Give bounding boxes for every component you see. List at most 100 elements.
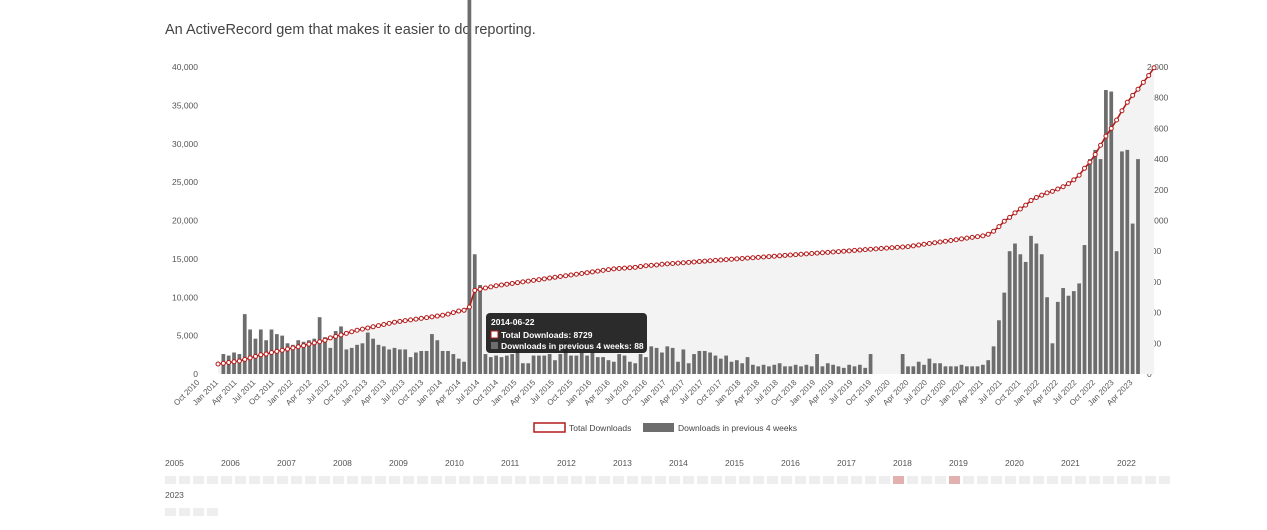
line-point[interactable] [889, 245, 895, 251]
bar[interactable] [365, 332, 370, 374]
line-point[interactable] [611, 266, 617, 272]
timeline-year-label[interactable]: 2019 [949, 458, 968, 468]
timeline-month-cell[interactable] [837, 476, 848, 484]
line-point[interactable] [905, 244, 911, 250]
timeline-month-cell[interactable] [1019, 476, 1030, 484]
bar[interactable] [724, 355, 729, 374]
line-point[interactable] [1071, 177, 1077, 183]
bar[interactable] [959, 364, 964, 374]
bar[interactable] [756, 366, 761, 374]
bar[interactable] [553, 360, 557, 374]
bar[interactable] [595, 357, 600, 374]
line-point[interactable] [285, 346, 291, 352]
bar[interactable] [392, 347, 397, 374]
bar[interactable] [772, 364, 777, 374]
line-point[interactable] [600, 267, 606, 273]
line-point[interactable] [472, 287, 478, 293]
bar[interactable] [964, 366, 969, 374]
line-point[interactable] [295, 344, 301, 350]
timeline-month-cell[interactable] [1103, 476, 1114, 484]
timeline-year-label[interactable]: 2015 [725, 458, 744, 468]
timeline-month-cell[interactable] [333, 476, 344, 484]
timeline-month-cell[interactable] [627, 476, 638, 484]
bar[interactable] [938, 363, 942, 374]
bar[interactable] [991, 346, 996, 374]
timeline-year-label[interactable]: 2020 [1005, 458, 1024, 468]
bar[interactable] [1077, 283, 1082, 374]
bar[interactable] [627, 361, 632, 374]
line-point[interactable] [440, 312, 446, 318]
bar[interactable] [585, 355, 589, 374]
bar[interactable] [328, 347, 333, 374]
line-point[interactable] [274, 348, 280, 354]
legend-label-recent[interactable]: Downloads in previous 4 weeks [678, 423, 797, 433]
timeline-year-label[interactable]: 2017 [837, 458, 856, 468]
bar[interactable] [285, 343, 290, 374]
bar[interactable] [654, 347, 659, 374]
line-point[interactable] [311, 340, 317, 346]
line-point[interactable] [894, 244, 900, 250]
line-point[interactable] [236, 358, 242, 364]
timeline-month-cell[interactable] [347, 476, 358, 484]
timeline-month-cell[interactable] [249, 476, 260, 484]
bar[interactable] [922, 364, 926, 374]
bar[interactable] [644, 357, 648, 374]
line-point[interactable] [852, 247, 858, 253]
bar[interactable] [1125, 149, 1130, 374]
bar[interactable] [542, 355, 547, 374]
bar[interactable] [649, 346, 654, 374]
timeline-month-cell[interactable] [1117, 476, 1128, 484]
line-point[interactable] [1140, 79, 1146, 85]
line-point[interactable] [541, 276, 547, 282]
bar[interactable] [1066, 295, 1071, 374]
bar[interactable] [911, 366, 916, 374]
line-point[interactable] [638, 264, 644, 270]
line-point[interactable] [921, 241, 927, 247]
line-point[interactable] [696, 259, 702, 265]
line-point[interactable] [231, 359, 237, 365]
bar[interactable] [274, 334, 279, 374]
timeline-year-label[interactable]: 2013 [613, 458, 632, 468]
bar[interactable] [526, 363, 531, 374]
line-point[interactable] [279, 347, 285, 353]
timeline-month-cell[interactable] [193, 508, 204, 516]
bar[interactable] [692, 354, 696, 374]
bar[interactable] [900, 354, 905, 374]
timeline-month-cell[interactable] [165, 476, 176, 484]
bar[interactable] [697, 350, 702, 374]
line-point[interactable] [991, 228, 997, 234]
line-point[interactable] [1012, 210, 1018, 216]
bar[interactable] [681, 349, 686, 374]
line-point[interactable] [932, 240, 938, 246]
line-point[interactable] [1114, 117, 1120, 123]
line-point[interactable] [584, 270, 590, 276]
line-point[interactable] [739, 255, 745, 261]
bar[interactable] [590, 352, 595, 374]
timeline-month-cell[interactable] [431, 476, 442, 484]
bar[interactable] [948, 366, 953, 374]
bar[interactable] [686, 363, 691, 374]
timeline-month-cell[interactable] [809, 476, 820, 484]
bar[interactable] [504, 355, 509, 374]
bar[interactable] [916, 361, 921, 374]
bar[interactable] [718, 358, 723, 374]
line-point[interactable] [980, 233, 986, 239]
line-point[interactable] [226, 359, 232, 365]
timeline-month-cell[interactable] [207, 476, 218, 484]
bar[interactable] [906, 366, 910, 374]
line-point[interactable] [723, 257, 729, 263]
line-point[interactable] [712, 257, 718, 263]
timeline-month-cell[interactable] [291, 476, 302, 484]
line-point[interactable] [942, 238, 948, 244]
line-point[interactable] [1108, 125, 1114, 131]
timeline-month-cell[interactable] [557, 476, 568, 484]
line-point[interactable] [579, 270, 585, 276]
bar[interactable] [451, 354, 456, 374]
line-point[interactable] [258, 352, 264, 358]
bar[interactable] [440, 350, 445, 374]
timeline-month-cell[interactable] [319, 476, 330, 484]
bar[interactable] [248, 329, 252, 374]
bar[interactable] [863, 367, 868, 374]
line-point[interactable] [1119, 108, 1125, 114]
line-point[interactable] [1092, 152, 1098, 157]
